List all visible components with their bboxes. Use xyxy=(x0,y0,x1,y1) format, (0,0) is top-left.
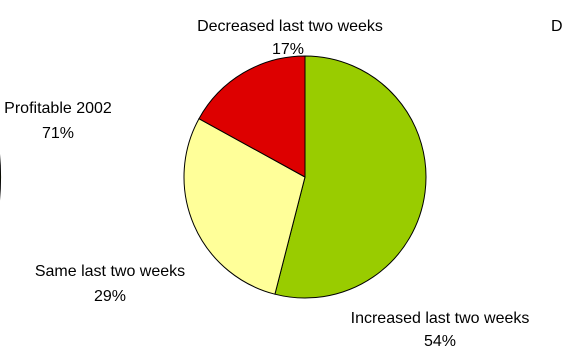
decreased-slice-label: Decreased last two weeks xyxy=(197,18,383,35)
left-slice-label: Profitable 2002 xyxy=(4,100,112,117)
left-slice-value-label: 71% xyxy=(42,125,74,142)
increased-slice xyxy=(274,55,427,299)
left-pie-slice-edge xyxy=(0,153,2,201)
center-pie-labels: Decreased last two weeks 17% Same last t… xyxy=(35,18,530,350)
same-slice xyxy=(183,118,306,295)
right-slice-label-fragment: D xyxy=(551,18,563,35)
decreased-slice-value-label: 17% xyxy=(272,41,304,58)
same-slice-value-label: 29% xyxy=(94,288,126,305)
right-pie-chart: D xyxy=(551,18,563,35)
same-slice-label: Same last two weeks xyxy=(35,263,185,280)
left-pie-chart: Profitable 2002 71% xyxy=(0,100,112,201)
increased-slice-label: Increased last two weeks xyxy=(351,310,530,327)
decreased-slice xyxy=(198,55,306,178)
increased-slice-value-label: 54% xyxy=(424,333,456,350)
center-pie-chart xyxy=(183,55,427,299)
